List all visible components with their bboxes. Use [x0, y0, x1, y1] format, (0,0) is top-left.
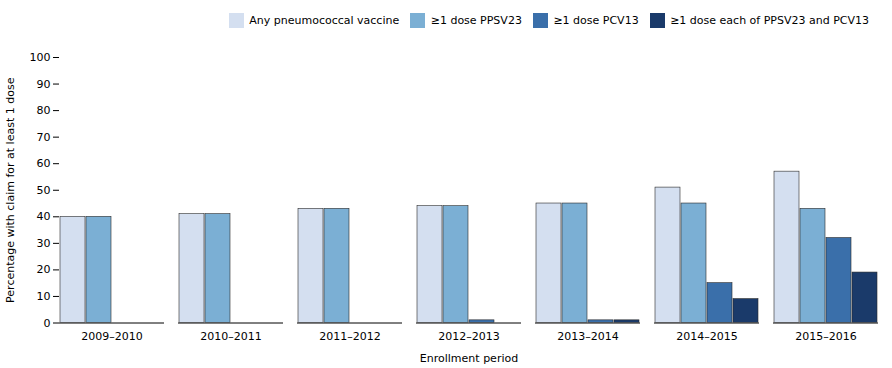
svg-text:70: 70 — [37, 130, 51, 143]
html-text:Any pneumococcal vaccine: Any pneumococcal vaccine — [249, 14, 400, 27]
svg-text:40: 40 — [37, 210, 51, 223]
svg-text:2013–2014: 2013–2014 — [557, 329, 619, 342]
svg-text:10: 10 — [37, 289, 51, 302]
svg-text:20: 20 — [37, 263, 51, 276]
svg-text:2014–2015: 2014–2015 — [676, 329, 738, 342]
svg-text:30: 30 — [37, 236, 51, 249]
svg-text:2010–2011: 2010–2011 — [200, 329, 262, 342]
html-text:≥1 dose PCV13: ≥1 dose PCV13 — [553, 14, 639, 27]
html-text:≥1 dose PPSV23: ≥1 dose PPSV23 — [430, 14, 522, 27]
svg-text:2009–2010: 2009–2010 — [81, 329, 143, 342]
svg-text:80: 80 — [37, 104, 51, 117]
svg-text:Enrollment period: Enrollment period — [420, 352, 518, 365]
svg-text:100: 100 — [30, 51, 51, 64]
svg-text:90: 90 — [37, 77, 51, 90]
svg-text:2015–2016: 2015–2016 — [795, 329, 857, 342]
svg-text:60: 60 — [37, 157, 51, 170]
svg-text:0: 0 — [44, 316, 51, 329]
svg-text:50: 50 — [37, 183, 51, 196]
svg-text:2012–2013: 2012–2013 — [438, 329, 500, 342]
html-text:≥1 dose each of PPSV23 and PCV: ≥1 dose each of PPSV23 and PCV13 — [670, 14, 869, 27]
svg-text:Percentage with claim for at l: Percentage with claim for at least 1 dos… — [4, 77, 17, 303]
svg-text:2011–2012: 2011–2012 — [319, 329, 381, 342]
